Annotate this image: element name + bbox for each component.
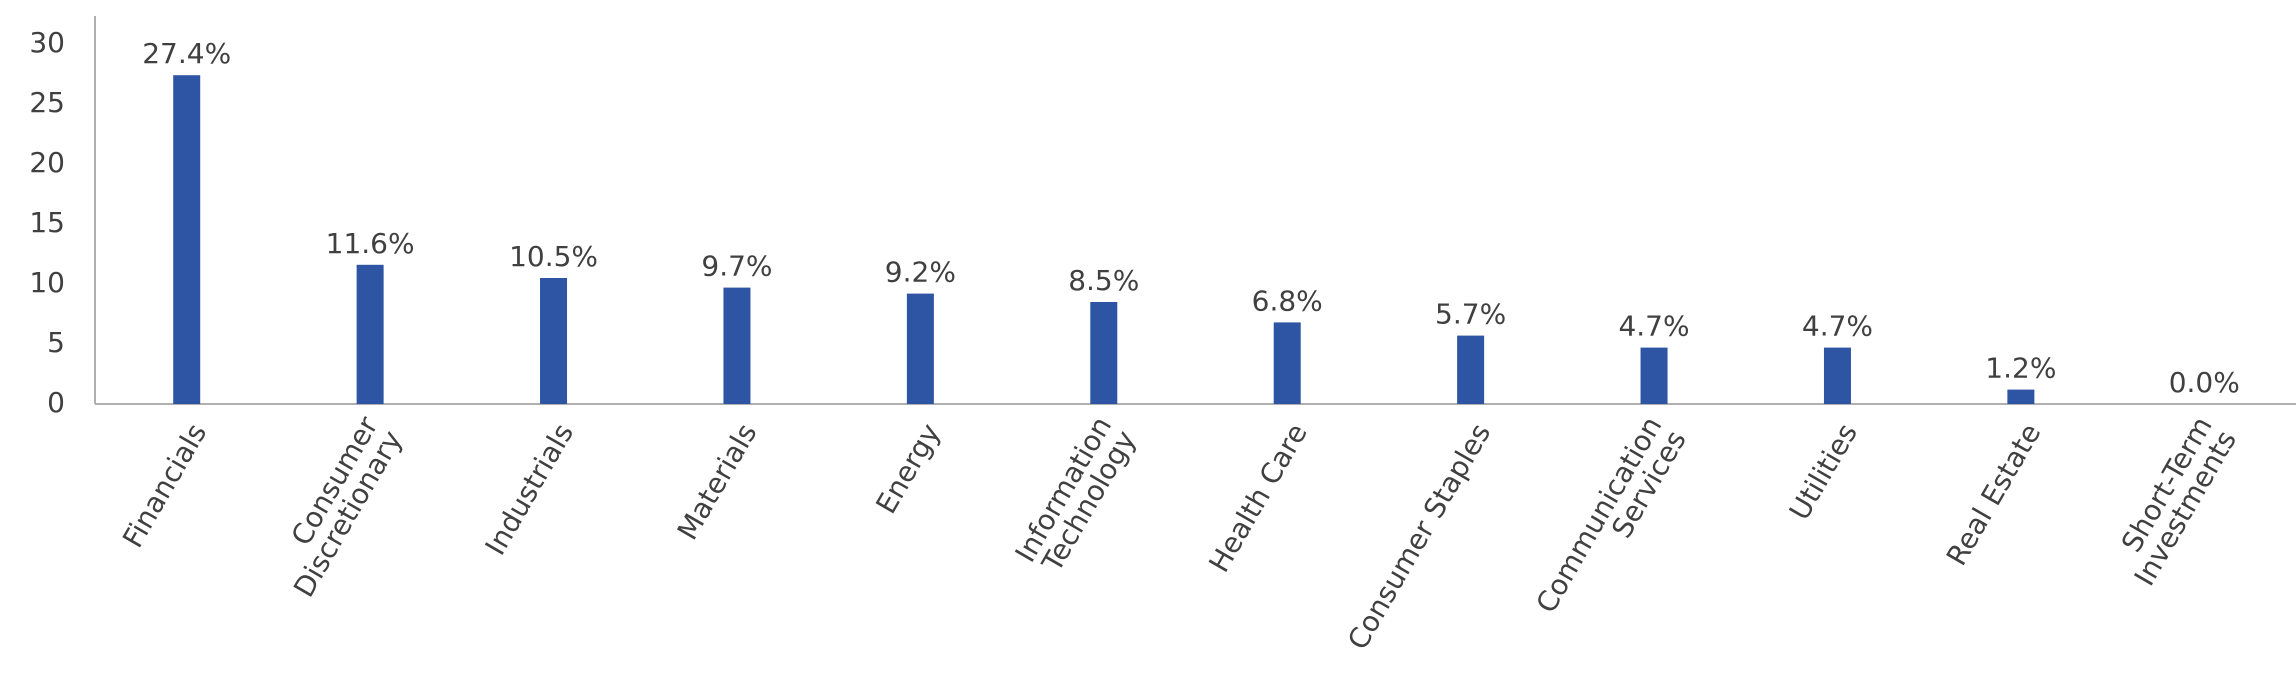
x-tick-label: Financials [116,418,213,553]
value-label: 1.2% [1985,352,2056,385]
x-tick-label: CommunicationServices [1530,411,1693,633]
x-tick-label: Materials [671,418,764,546]
y-tick-label: 30 [29,26,65,59]
value-label: 9.2% [885,256,956,289]
x-tick-label: Real Estate [1940,418,2048,571]
bar [906,293,934,404]
bar [1640,347,1668,404]
x-tick-label: Industrials [479,418,581,561]
x-tick-label: Consumer Staples [1341,418,1497,655]
value-label: 8.5% [1068,264,1139,297]
x-tick-label: Short-TermInvestments [2104,411,2243,591]
x-tick-label: InformationTechnology [1009,411,1143,582]
bar [1090,302,1118,404]
bar [356,264,384,404]
value-label: 4.7% [1618,310,1689,343]
value-label: 4.7% [1802,310,1873,343]
value-label: 27.4% [142,37,231,70]
y-tick-label: 5 [47,326,65,359]
x-tick-label: ConsumerDiscretionary [263,410,409,602]
value-label: 10.5% [509,240,598,273]
y-tick-label: 15 [29,206,65,239]
bar [1823,347,1851,404]
x-tick-label: Energy [869,418,947,519]
bar [540,278,568,404]
bar [173,75,201,404]
value-label: 11.6% [326,227,415,260]
y-tick-label: 0 [47,386,65,419]
y-tick-label: 10 [29,266,65,299]
value-label: 6.8% [1252,284,1323,317]
y-tick-label: 20 [29,146,65,179]
bar [723,287,751,404]
value-label: 0.0% [2169,366,2240,399]
x-tick-label: Health Care [1202,418,1313,578]
bar [1273,322,1301,404]
y-tick-label: 25 [29,86,65,119]
value-label: 5.7% [1435,298,1506,331]
bar [2007,389,2035,404]
value-label: 9.7% [701,250,772,283]
bar [1457,335,1485,404]
x-tick-label: Utilities [1783,418,1864,526]
